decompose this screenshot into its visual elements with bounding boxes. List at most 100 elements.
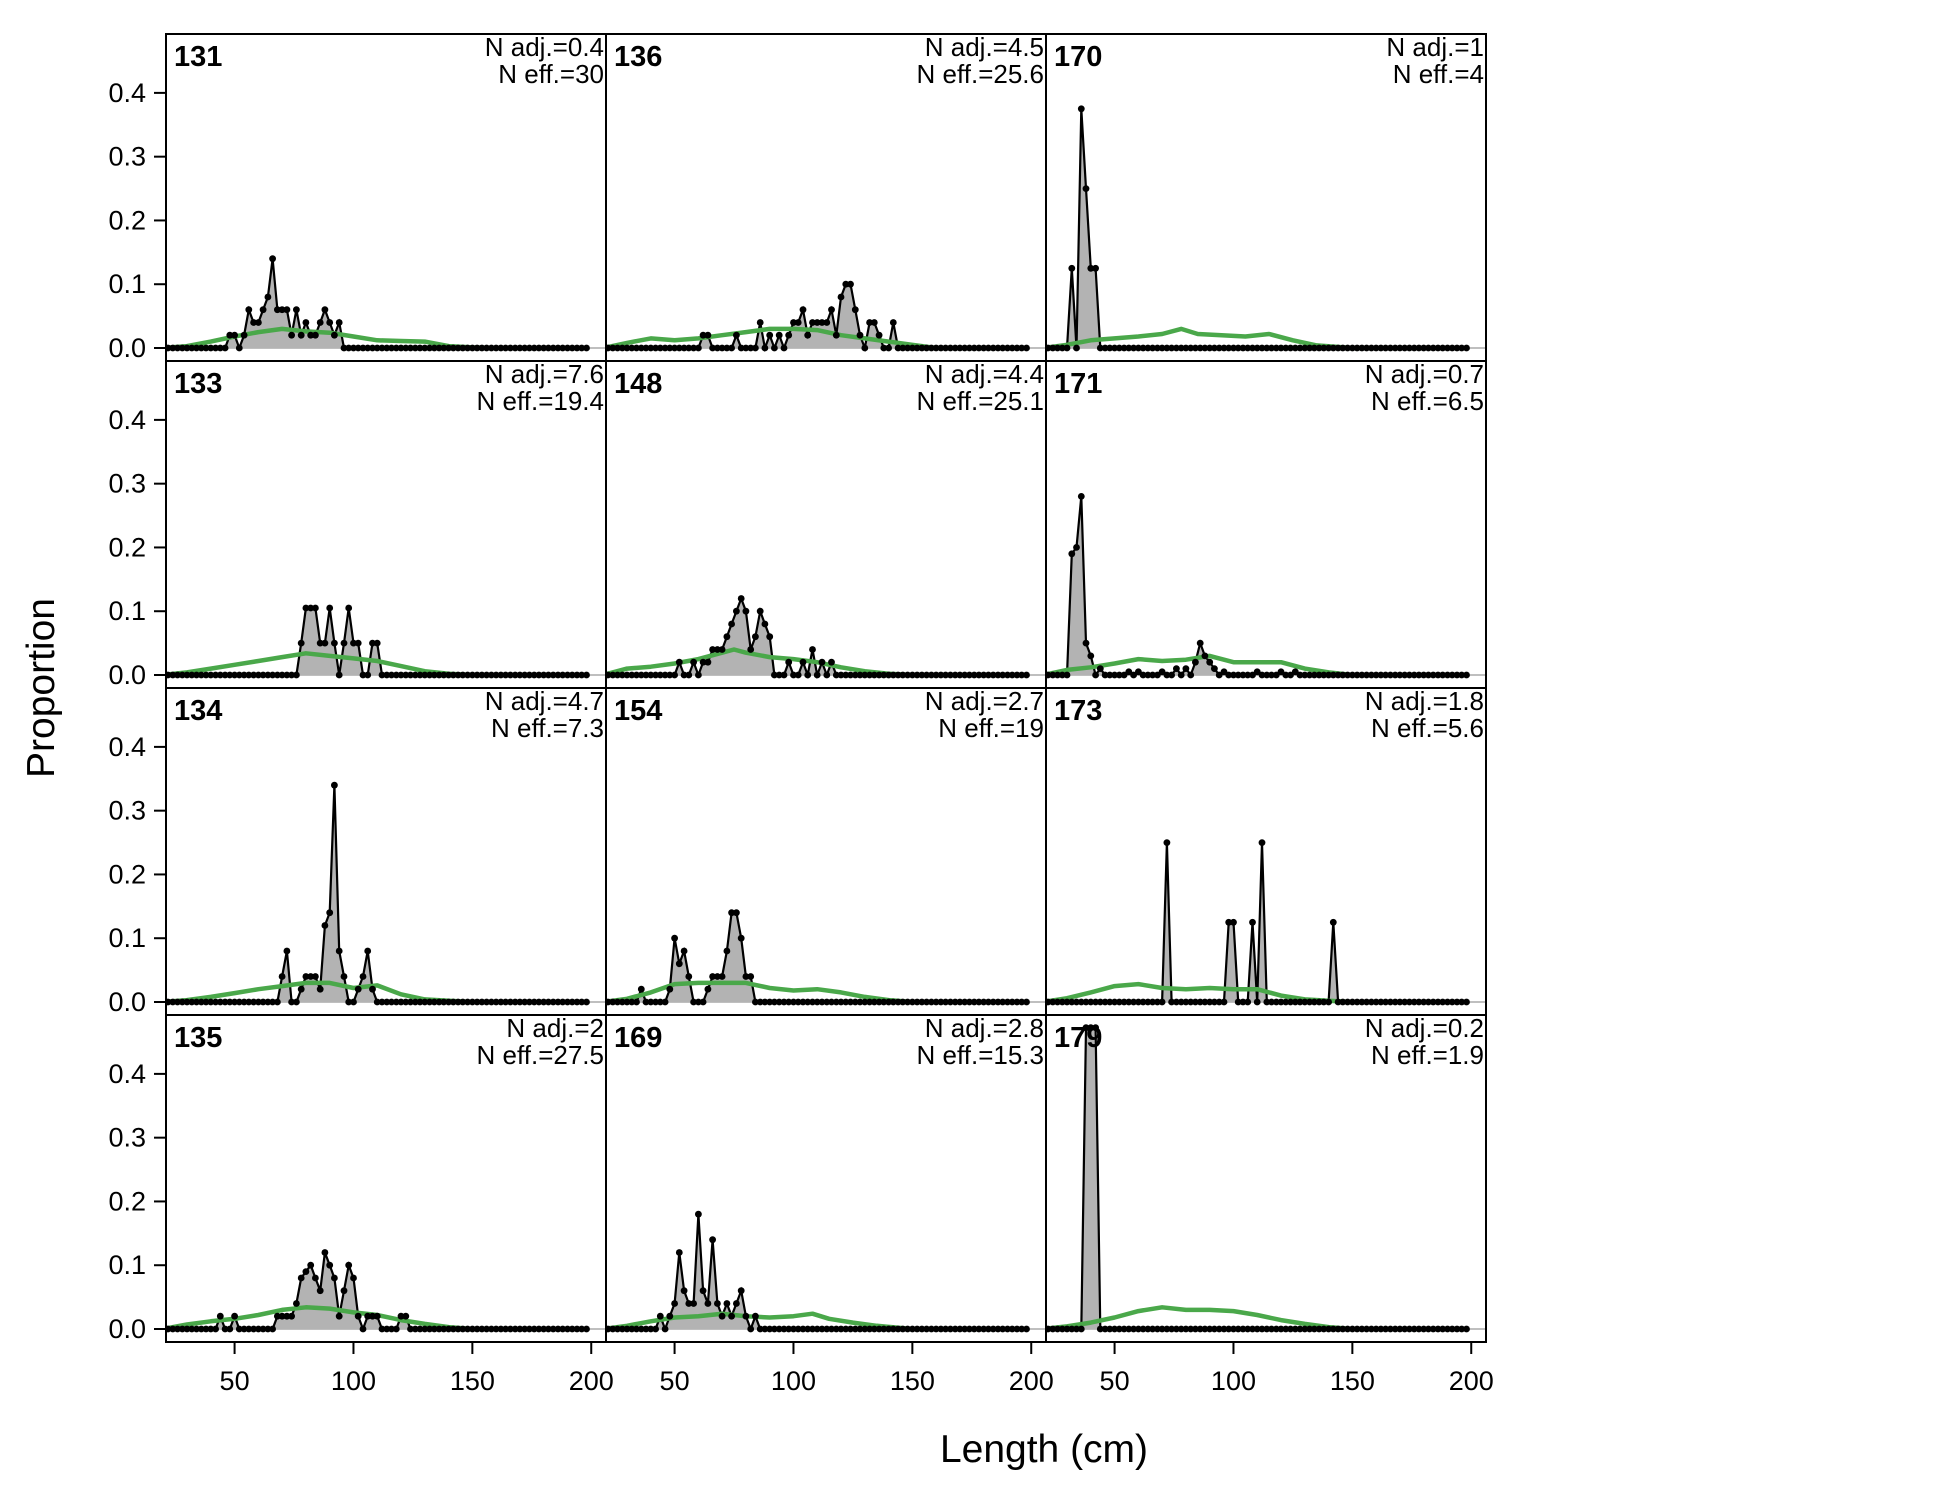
observed-point	[535, 1325, 543, 1333]
observed-point	[312, 331, 319, 339]
observed-point	[516, 671, 524, 679]
observed-point	[1244, 344, 1252, 352]
observed-point	[1272, 1325, 1280, 1333]
observed-point	[742, 607, 750, 615]
observed-point	[1391, 998, 1399, 1006]
observed-point	[714, 1300, 721, 1307]
observed-point	[1182, 665, 1190, 672]
observed-point	[1187, 998, 1195, 1006]
observed-point	[671, 671, 678, 679]
observed-point	[568, 1325, 576, 1333]
observed-point	[378, 998, 386, 1006]
observed-point	[188, 998, 196, 1006]
observed-point	[421, 671, 429, 679]
observed-point	[530, 671, 538, 679]
observed-point	[737, 595, 745, 602]
observed-point	[1315, 998, 1323, 1006]
observed-point	[293, 671, 300, 679]
observed-point	[909, 1325, 916, 1333]
panel-n-eff: N eff.=30	[498, 59, 604, 89]
observed-point	[364, 344, 372, 352]
observed-point	[1258, 671, 1266, 679]
observed-point	[335, 671, 343, 679]
observed-point	[1406, 998, 1413, 1006]
observed-point	[1320, 998, 1328, 1006]
expected-line	[1046, 1305, 1467, 1332]
observed-point	[899, 998, 907, 1006]
observed-point	[913, 344, 921, 352]
observed-point	[559, 344, 567, 352]
observed-point	[1135, 998, 1142, 1006]
observed-point	[951, 671, 959, 679]
observed-point	[1115, 344, 1123, 352]
observed-point	[1268, 1325, 1275, 1333]
observed-point	[435, 998, 443, 1006]
observed-point	[1277, 1325, 1285, 1333]
observed-point	[1177, 998, 1185, 1006]
observed-point	[1453, 671, 1461, 679]
panel-label: 134	[174, 695, 222, 727]
observed-point	[497, 998, 505, 1006]
observed-point	[966, 671, 973, 679]
observed-point	[245, 671, 253, 679]
observed-point	[1101, 344, 1109, 352]
observed-point	[1068, 550, 1076, 558]
observed-point	[316, 985, 324, 993]
x-tick-label: 200	[1449, 1366, 1494, 1396]
observed-point	[985, 671, 992, 679]
observed-point	[942, 1325, 949, 1333]
y-axis-title: Proportion	[20, 598, 63, 778]
observed-point	[680, 671, 688, 679]
observed-point	[483, 998, 490, 1006]
observed-point	[564, 1325, 571, 1333]
observed-point	[923, 1325, 930, 1333]
observed-point	[690, 998, 697, 1006]
observed-point	[274, 671, 281, 679]
observed-point	[226, 998, 234, 1006]
observed-point	[231, 1312, 239, 1320]
observed-point	[568, 671, 576, 679]
panel-n-eff: N eff.=4	[1393, 59, 1484, 89]
observed-point	[747, 646, 755, 653]
observed-point	[1173, 998, 1180, 1006]
observed-point	[1077, 998, 1085, 1006]
observed-point	[454, 671, 462, 679]
observed-point	[373, 639, 381, 647]
observed-point	[235, 998, 243, 1006]
observed-point	[1453, 344, 1461, 352]
observed-point	[302, 604, 310, 612]
observed-point	[870, 671, 878, 679]
observed-point	[255, 671, 262, 679]
expected-line	[606, 647, 1027, 678]
observed-point	[1329, 671, 1337, 679]
observed-point	[752, 1312, 759, 1320]
panel-label: 131	[174, 41, 222, 73]
panel-label: 148	[614, 368, 662, 400]
observed-point	[709, 646, 716, 653]
observed-point	[530, 344, 538, 352]
observed-point	[169, 671, 177, 679]
observed-point	[421, 998, 429, 1006]
observed-point	[671, 344, 678, 352]
observed-point	[274, 998, 281, 1006]
observed-point	[207, 1325, 215, 1333]
observed-point	[188, 1325, 196, 1333]
observed-point	[540, 344, 548, 352]
observed-point	[1391, 1325, 1399, 1333]
y-tick-label: 0.3	[108, 142, 146, 172]
observed-point	[288, 671, 295, 679]
observed-point	[685, 671, 693, 679]
observed-point	[1130, 671, 1137, 679]
observed-point	[1082, 185, 1090, 193]
observed-point	[985, 1325, 992, 1333]
observed-point	[642, 998, 650, 1006]
observed-point	[1415, 671, 1423, 679]
observed-point	[856, 331, 864, 339]
x-tick-label: 200	[569, 1366, 614, 1396]
observed-point	[497, 1325, 505, 1333]
observed-point	[1363, 998, 1370, 1006]
observed-point	[1349, 344, 1356, 352]
observed-point	[1023, 998, 1030, 1006]
observed-point	[373, 344, 381, 352]
observed-point	[828, 998, 835, 1006]
